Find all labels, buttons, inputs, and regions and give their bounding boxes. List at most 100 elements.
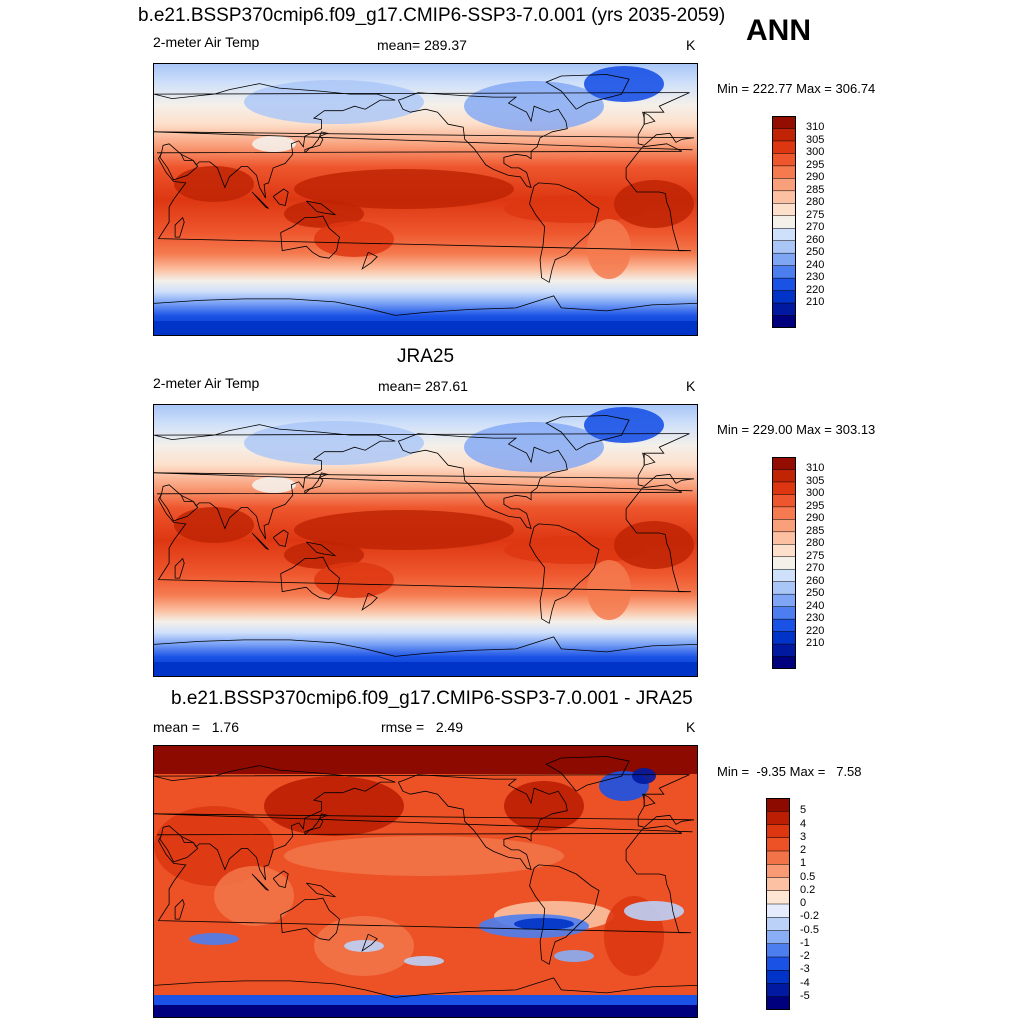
coastline	[397, 774, 568, 871]
panel-1-colorbar: 310 305 300 295 290 285 280 275 270 260 250 240 230 2…	[771, 115, 824, 329]
coastline	[529, 864, 600, 965]
colorbar-tick-label: 270	[806, 221, 825, 234]
colorbar-swatch	[771, 178, 797, 192]
panel-3-title: b.e21.BSSP370cmip6.f09_g17.CMIP6-SSP3-7.…	[171, 688, 693, 709]
colorbar-swatch	[771, 277, 797, 292]
panel-2-units-label: K	[686, 378, 696, 394]
coastline	[304, 131, 329, 154]
panel-2-minmax-label: Min = 229.00 Max = 303.13	[717, 422, 876, 437]
coastline	[642, 111, 656, 125]
colorbar-tick-label: -4	[800, 976, 810, 989]
coastline	[529, 182, 600, 283]
coastline	[272, 529, 289, 547]
colorbar-swatch	[771, 519, 797, 533]
colorbar-swatch	[771, 481, 797, 496]
colorbar-tick-label: 290	[806, 171, 825, 184]
coastline	[154, 774, 695, 833]
coastline	[304, 813, 329, 836]
coastline	[154, 765, 690, 881]
colorbar-tick-label: 0.5	[800, 870, 816, 883]
coastline	[174, 216, 185, 238]
colorbar-swatch	[771, 556, 797, 570]
colorbar-swatch	[771, 656, 797, 670]
colorbar-swatch	[771, 227, 797, 242]
colorbar-swatch	[771, 593, 797, 608]
colorbar-swatch	[765, 850, 791, 865]
panel-2-map	[153, 404, 698, 677]
colorbar-swatch	[765, 824, 791, 839]
colorbar-swatch	[771, 265, 797, 279]
coastline	[545, 415, 630, 451]
colorbar-swatch	[771, 128, 797, 142]
colorbar-swatch	[765, 970, 791, 985]
panel-1-minmax-label: Min = 222.77 Max = 306.74	[717, 81, 876, 96]
colorbar-swatch	[765, 797, 791, 812]
coastline	[272, 870, 289, 888]
colorbar-tick-label: 280	[806, 537, 825, 550]
colorbar-tick-label: 275	[806, 208, 825, 221]
colorbar-swatch	[765, 837, 791, 852]
coastline	[154, 295, 697, 316]
panel-1-units-label: K	[686, 37, 696, 53]
coastline	[306, 541, 337, 557]
coastline	[397, 433, 568, 530]
colorbar-swatch	[771, 165, 797, 180]
colorbar-tick-label: 220	[806, 283, 825, 296]
colorbar-swatch	[765, 890, 791, 905]
colorbar-swatch	[771, 115, 797, 130]
coastline	[251, 873, 269, 891]
colorbar-tick-label: 250	[806, 587, 825, 600]
colorbar-tick-label: 300	[806, 487, 825, 500]
colorbar-swatch	[771, 544, 797, 558]
colorbar-swatch	[771, 203, 797, 217]
colorbar-swatch	[771, 140, 797, 155]
colorbar-swatch	[771, 190, 797, 205]
colorbar-tick-label: -0.2	[800, 910, 819, 923]
panel-1-variable-label: 2-meter Air Temp	[153, 34, 260, 50]
colorbar-swatch	[765, 917, 791, 932]
coastline	[304, 472, 329, 495]
panel-1-title: b.e21.BSSP370cmip6.f09_g17.CMIP6-SSP3-7.…	[138, 5, 726, 26]
colorbar-tick-label: 4	[800, 817, 807, 830]
colorbar-tick-label: 0	[800, 897, 807, 909]
colorbar-tick-label: -0.5	[800, 923, 819, 936]
colorbar-swatch	[765, 811, 791, 826]
coastline	[306, 882, 337, 898]
colorbar-tick-label: 275	[806, 549, 825, 562]
colorbar-swatch	[765, 864, 791, 879]
colorbar-tick-label: 295	[806, 158, 825, 171]
coastline	[397, 92, 568, 189]
colorbar-swatch	[765, 903, 791, 918]
colorbar-tick-label: 305	[806, 133, 825, 146]
coastline	[154, 433, 695, 492]
colorbar-swatch	[771, 290, 797, 304]
season-label: ANN	[746, 14, 811, 47]
panel-3-colorbar: 5 4 3 2 1 0.5 0.2 0 -0.2 -0.5 -1 -2 -3 -4 -5	[765, 797, 819, 1011]
panel-2-title: JRA25	[397, 346, 455, 367]
colorbar-tick-label: 220	[806, 624, 825, 637]
colorbar-tick-label: 285	[806, 524, 825, 537]
colorbar-tick-label: -5	[800, 989, 810, 1002]
panel-3-map	[153, 745, 698, 1018]
coastline	[174, 557, 185, 579]
coastline	[361, 933, 378, 952]
panel-3-units-label: K	[686, 719, 696, 735]
coastline	[251, 532, 269, 550]
panel-2-mean-label: mean= 287.61	[378, 378, 468, 394]
colorbar-swatch	[771, 618, 797, 633]
colorbar-swatch	[771, 506, 797, 521]
panel-3-rmse-label: rmse = 2.49	[381, 719, 464, 735]
colorbar-swatch	[771, 568, 797, 583]
coastline	[280, 215, 340, 259]
colorbar-tick-label: 270	[806, 562, 825, 575]
panel-3-mean-label: mean = 1.76	[153, 719, 240, 735]
colorbar-swatch	[765, 996, 791, 1011]
coastline	[642, 793, 656, 807]
colorbar-swatch	[771, 302, 797, 317]
colorbar-swatch	[771, 469, 797, 483]
coastline	[280, 556, 340, 600]
panel-2-colorbar: 310 305 300 295 290 285 280 275 270 260 250 240 230 2…	[771, 456, 824, 670]
colorbar-swatch	[771, 643, 797, 658]
coastline	[251, 191, 269, 209]
panel-1-map	[153, 63, 698, 336]
